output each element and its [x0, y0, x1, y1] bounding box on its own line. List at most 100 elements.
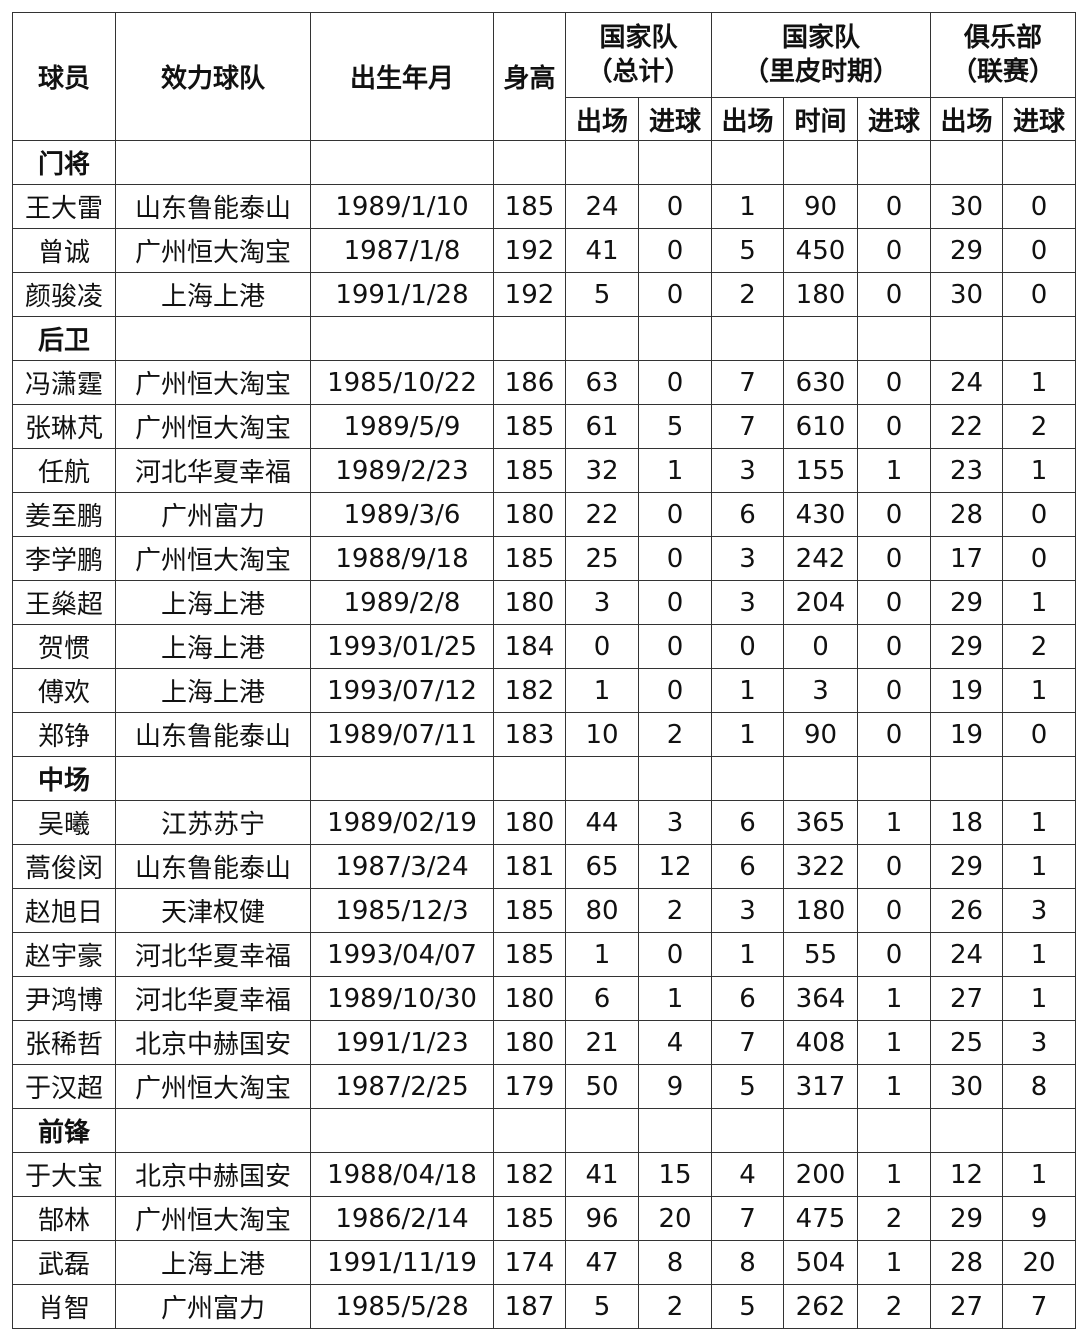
empty-cell [565, 1108, 639, 1153]
data-cell: 0 [857, 228, 931, 273]
table-row: 中场 [12, 756, 1076, 801]
data-cell: 1985/5/28 [310, 1284, 494, 1329]
empty-cell [638, 140, 712, 185]
data-cell: 1989/02/19 [310, 800, 494, 845]
data-cell: 1 [857, 1064, 931, 1109]
data-cell: 47 [565, 1240, 639, 1285]
data-cell: 29 [930, 624, 1003, 669]
data-cell: 广州富力 [115, 1284, 311, 1329]
data-cell: 25 [930, 1020, 1003, 1065]
data-cell: 1 [1002, 932, 1076, 977]
data-cell: 1 [565, 668, 639, 713]
data-cell: 182 [493, 1152, 566, 1197]
data-cell: 242 [783, 536, 858, 581]
data-cell: 5 [565, 1284, 639, 1329]
data-cell: 204 [783, 580, 858, 625]
data-cell: 19 [930, 712, 1003, 757]
data-cell: 2 [638, 888, 712, 933]
empty-cell [115, 140, 311, 185]
table-row: 王大雷 山东鲁能泰山 1989/1/10 185 24 0 1 90 0 30 0 [12, 184, 1076, 229]
data-cell: 上海上港 [115, 272, 311, 317]
data-cell: 2 [1002, 404, 1076, 449]
data-cell: 1989/2/23 [310, 448, 494, 493]
data-cell: 0 [711, 624, 784, 669]
data-cell: 63 [565, 360, 639, 405]
data-cell: 2 [857, 1284, 931, 1329]
player-name: 尹鸿博 [12, 976, 116, 1021]
table-row: 王燊超 上海上港 1989/2/8 180 3 0 3 204 0 29 1 [12, 580, 1076, 625]
table-row: 李学鹏 广州恒大淘宝 1988/9/18 185 25 0 3 242 0 17 0 [12, 536, 1076, 581]
data-cell: 180 [493, 800, 566, 845]
data-cell: 0 [565, 624, 639, 669]
empty-cell [493, 756, 566, 801]
column-header: 身高 [493, 12, 566, 141]
empty-cell [783, 316, 858, 361]
data-cell: 1989/1/10 [310, 184, 494, 229]
data-cell: 广州恒大淘宝 [115, 536, 311, 581]
section-label: 门将 [12, 140, 116, 185]
data-cell: 174 [493, 1240, 566, 1285]
data-cell: 7 [711, 360, 784, 405]
data-cell: 8 [638, 1240, 712, 1285]
empty-cell [930, 316, 1003, 361]
data-cell: 1 [857, 1240, 931, 1285]
table-row: 肖智 广州富力 1985/5/28 187 5 2 5 262 2 27 7 [12, 1284, 1076, 1329]
data-cell: 1993/07/12 [310, 668, 494, 713]
data-cell: 630 [783, 360, 858, 405]
data-cell: 80 [565, 888, 639, 933]
empty-cell [1002, 140, 1076, 185]
data-cell: 1985/10/22 [310, 360, 494, 405]
data-cell: 185 [493, 932, 566, 977]
data-cell: 1 [1002, 360, 1076, 405]
data-cell: 183 [493, 712, 566, 757]
data-cell: 180 [493, 976, 566, 1021]
group-header: 国家队 （总计） [565, 12, 712, 98]
group-header: 俱乐部 （联赛） [930, 12, 1076, 98]
sub-header: 时间 [783, 97, 858, 141]
data-cell: 12 [930, 1152, 1003, 1197]
empty-cell [930, 140, 1003, 185]
table-row: 武磊 上海上港 1991/11/19 174 47 8 8 504 1 28 20 [12, 1240, 1076, 1285]
player-name: 张琳芃 [12, 404, 116, 449]
data-cell: 26 [930, 888, 1003, 933]
data-cell: 1993/01/25 [310, 624, 494, 669]
data-cell: 1987/1/8 [310, 228, 494, 273]
empty-cell [565, 140, 639, 185]
data-cell: 1986/2/14 [310, 1196, 494, 1241]
data-cell: 29 [930, 1196, 1003, 1241]
data-cell: 北京中赫国安 [115, 1020, 311, 1065]
empty-cell [930, 1108, 1003, 1153]
player-name: 于大宝 [12, 1152, 116, 1197]
data-cell: 7 [711, 1020, 784, 1065]
empty-cell [857, 1108, 931, 1153]
column-header: 球员 [12, 12, 116, 141]
data-cell: 上海上港 [115, 668, 311, 713]
data-cell: 15 [638, 1152, 712, 1197]
player-name: 颜骏凌 [12, 272, 116, 317]
data-cell: 广州富力 [115, 492, 311, 537]
data-cell: 1987/2/25 [310, 1064, 494, 1109]
data-cell: 0 [638, 536, 712, 581]
data-cell: 322 [783, 844, 858, 889]
player-name: 王燊超 [12, 580, 116, 625]
data-cell: 1991/1/28 [310, 272, 494, 317]
table-row: 蒿俊闵 山东鲁能泰山 1987/3/24 181 65 12 6 322 0 29 1 [12, 844, 1076, 889]
data-cell: 上海上港 [115, 580, 311, 625]
data-cell: 山东鲁能泰山 [115, 184, 311, 229]
sub-header: 进球 [638, 97, 712, 141]
empty-cell [1002, 1108, 1076, 1153]
data-cell: 5 [638, 404, 712, 449]
data-cell: 90 [783, 712, 858, 757]
data-cell: 262 [783, 1284, 858, 1329]
data-cell: 6 [711, 800, 784, 845]
data-cell: 6 [565, 976, 639, 1021]
table-row: 曾诚 广州恒大淘宝 1987/1/8 192 41 0 5 450 0 29 0 [12, 228, 1076, 273]
data-cell: 7 [711, 404, 784, 449]
table-row: 前锋 [12, 1108, 1076, 1153]
data-cell: 192 [493, 228, 566, 273]
data-cell: 0 [857, 844, 931, 889]
data-cell: 30 [930, 184, 1003, 229]
data-cell: 185 [493, 536, 566, 581]
data-cell: 1 [711, 712, 784, 757]
